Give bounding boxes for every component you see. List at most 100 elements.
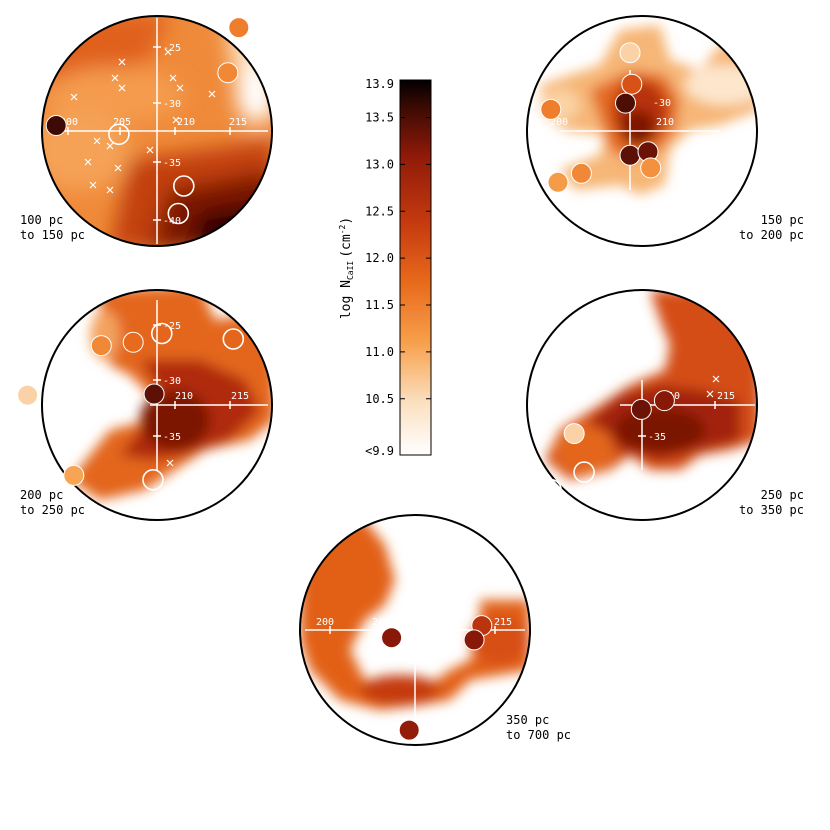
sightline-marker: [463, 629, 485, 651]
panel-1-xtick-2: 210: [177, 117, 195, 128]
sightline-marker: [621, 73, 643, 95]
sightline-marker: [228, 17, 250, 39]
panel-3-ytick-2: -35: [163, 432, 181, 443]
star-marker: [106, 186, 114, 194]
sightline-marker: [398, 719, 420, 741]
star-marker: [106, 142, 114, 150]
panel-2-sightlines: [540, 42, 662, 193]
star-marker: [84, 158, 92, 166]
panel-4-label-line-2: to 350 pc: [738, 503, 804, 517]
star-marker: [146, 146, 154, 154]
panel-1-xtick-3: 215: [229, 117, 247, 128]
colorbar-gradient: [399, 79, 432, 456]
colorbar-tick-label: 13.5: [365, 111, 394, 125]
colorbar-tick-label: 12.5: [365, 204, 394, 218]
star-marker: [169, 74, 177, 82]
sightline-marker: [619, 42, 641, 64]
sightline-marker: [151, 322, 173, 345]
colorbar-tick-label: 11.0: [365, 345, 394, 359]
panel-5-tick-labels: 200 205 215: [316, 617, 512, 628]
sightline-marker: [143, 383, 165, 405]
panel-4-map: [545, 290, 757, 480]
panel-2-xtick-0: 200: [550, 117, 568, 128]
star-marker: [164, 48, 172, 56]
panel-2-label-line-1: 150 pc: [760, 213, 804, 227]
colorbar-tick-label: 13.0: [365, 157, 394, 171]
panel-1-label-line-1: 100 pc: [20, 213, 64, 227]
sightline-marker: [619, 144, 641, 166]
colorbar-title-close: ): [339, 217, 354, 225]
sightline-marker: [142, 468, 164, 491]
sightline-marker: [167, 202, 190, 225]
colorbar-title-main: log N: [339, 280, 354, 319]
sightline-marker: [381, 627, 403, 649]
panel-5-label-line-1: 350 pc: [506, 713, 550, 727]
panel-5-sightlines: [381, 615, 493, 741]
colorbar-title-sub: CaII: [346, 261, 355, 280]
panel-3-label-line-2: to 250 pc: [20, 503, 86, 517]
panel-4-star-markers: [706, 375, 720, 398]
panel-2-xtick-1: 210: [656, 117, 674, 128]
sightline-marker: [630, 398, 652, 420]
panel-5: 200 205 215: [299, 514, 531, 746]
panel-3-star-markers: [166, 459, 174, 467]
panel-3-xtick-0: 210: [175, 391, 193, 402]
sightline-marker: [90, 335, 112, 357]
panel-2-tick-labels: 200 210 -30: [550, 98, 674, 128]
panel-5-xtick-2: 215: [494, 617, 512, 628]
sightline-marker: [540, 478, 562, 501]
panel-1-axes: [52, 18, 268, 244]
panel-1-label-line-2: to 150 pc: [20, 228, 86, 242]
panel-4-ytick-0: -35: [648, 432, 666, 443]
panel-4-xtick-1: 215: [717, 391, 735, 402]
panel-1-star-markers: [70, 48, 216, 194]
panel-1-xtick-0: 200: [60, 117, 78, 128]
panel-1-ytick-1: -30: [163, 99, 181, 110]
panel-3-ytick-1: -30: [163, 376, 181, 387]
sightline-marker: [640, 157, 662, 179]
star-marker: [172, 116, 180, 124]
colorbar-tick-label: 13.9: [365, 77, 394, 91]
sightline-marker: [653, 390, 675, 412]
panel-1: 200 205 210 215 -25 -30 -35 -40: [41, 15, 273, 247]
panel-1-sightlines: [45, 17, 250, 225]
sightline-marker: [729, 302, 752, 325]
colorbar-tick-label: <9.9: [365, 444, 394, 458]
panel-5-xtick-1: 205: [372, 617, 390, 628]
star-marker: [93, 137, 101, 145]
sightline-marker: [63, 464, 85, 486]
star-marker: [70, 93, 78, 101]
colorbar-tick-label: 12.0: [365, 251, 394, 265]
panel-1-ytick-2: -35: [163, 158, 181, 169]
sightline-marker: [615, 92, 636, 114]
star-marker: [208, 90, 216, 98]
sightline-marker: [45, 115, 67, 136]
star-marker: [118, 58, 126, 66]
sightline-marker: [547, 171, 569, 193]
colorbar: 13.9 13.5 13.0 12.5 12.0 11.5 11.0 10.5 <9.9 log…: [338, 77, 432, 458]
panel-4: 210 215 -35: [526, 289, 758, 521]
panel-3-xtick-1: 215: [231, 391, 249, 402]
panel-4-label-line-1: 250 pc: [760, 488, 804, 502]
colorbar-tick-label: 11.5: [365, 298, 394, 312]
sightline-marker: [17, 384, 39, 406]
panel-4-sightlines: [540, 302, 752, 501]
star-marker: [114, 164, 122, 172]
panel-3-label-line-1: 200 pc: [20, 488, 64, 502]
panel-2: 200 210 -30: [526, 15, 758, 247]
colorbar-title-exp: -2: [338, 224, 347, 234]
panel-3: 210 215 -25 -30 -35: [17, 289, 273, 521]
panel-3-sightlines: [17, 322, 245, 491]
panel-3-ytick-0: -25: [163, 321, 181, 332]
colorbar-ticks: 13.9 13.5 13.0 12.5 12.0 11.5 11.0 10.5 <9.9: [365, 77, 431, 458]
colorbar-tick-label: 10.5: [365, 392, 394, 406]
star-marker: [176, 84, 184, 92]
star-marker: [118, 84, 126, 92]
panel-2-label-line-2: to 200 pc: [738, 228, 804, 242]
panel-2-ytick-0: -30: [653, 98, 671, 109]
panel-5-label-line-2: to 700 pc: [506, 728, 572, 742]
colorbar-title: log NCaII (cm-2): [338, 217, 355, 319]
sightline-marker: [173, 175, 195, 197]
panel-3-tick-labels: 210 215 -25 -30 -35: [163, 321, 249, 443]
